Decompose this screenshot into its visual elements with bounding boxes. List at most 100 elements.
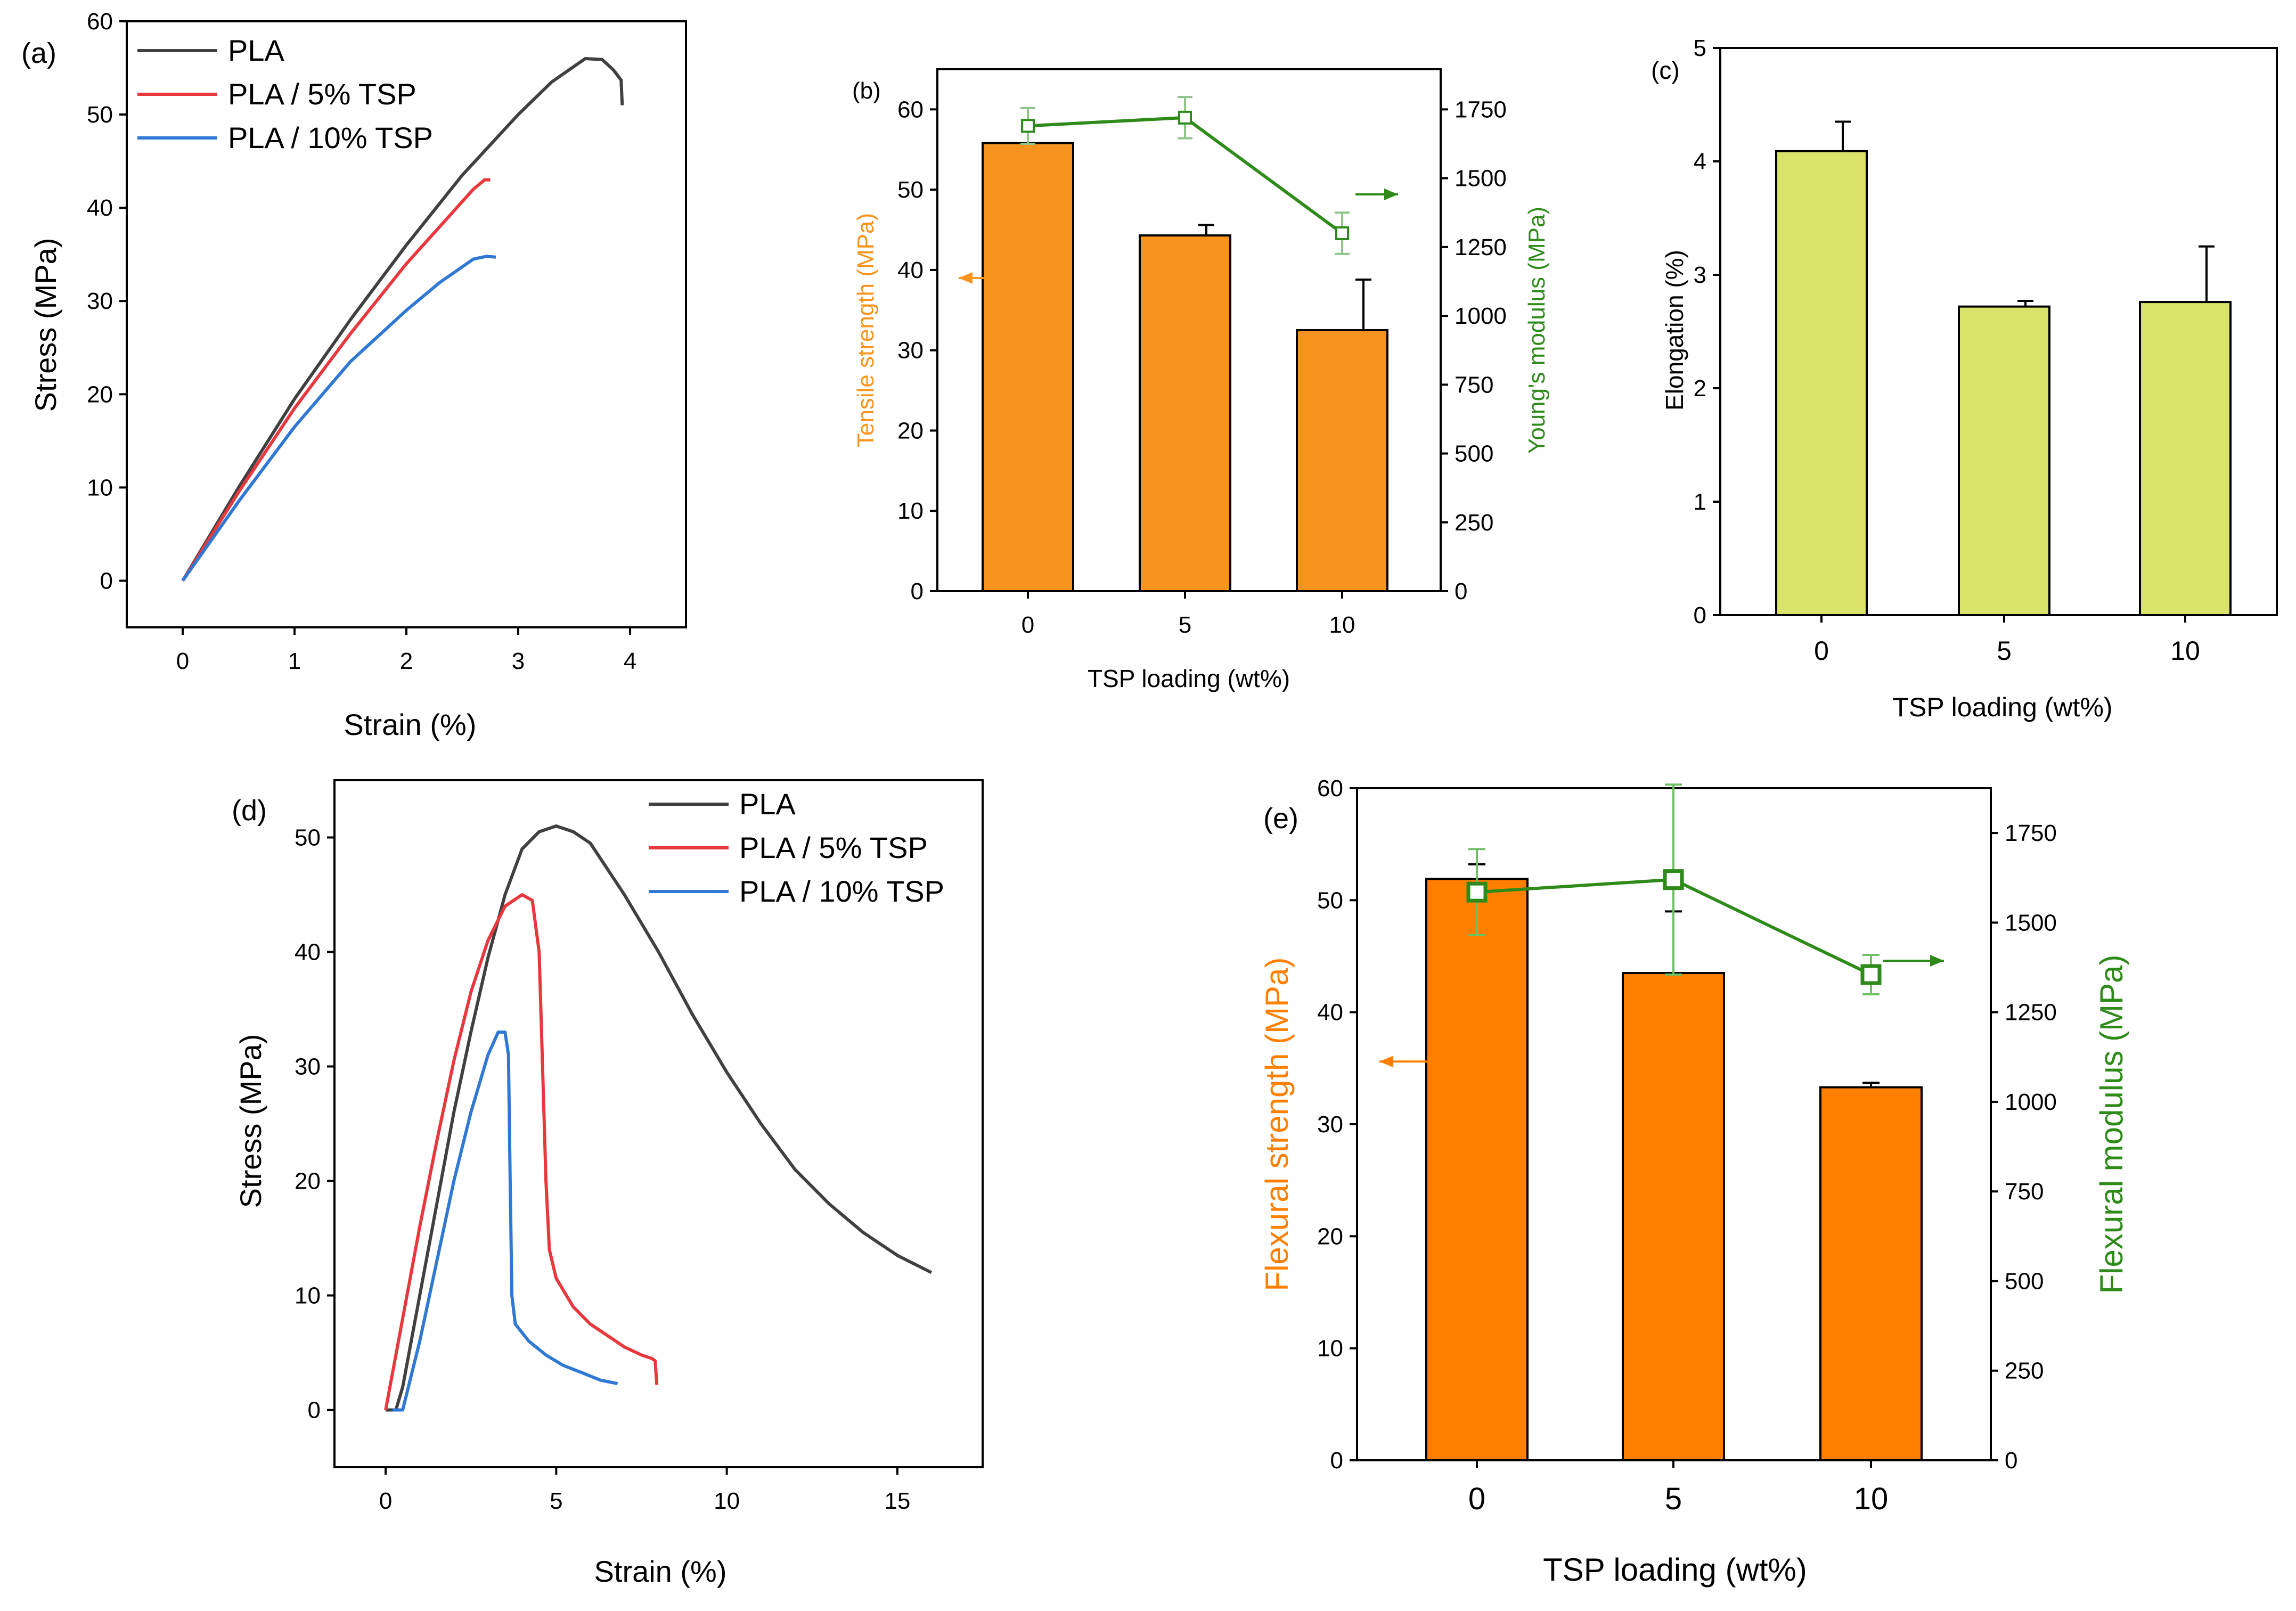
panel-a: 0 10 20 30 40 50 60 0 1 2 3 4 PLA PLA / 5% TSP PLA / 1… [21, 9, 687, 741]
y-tick-label: 30 [897, 338, 924, 364]
x-tick-label: 1 [288, 648, 301, 674]
y-tick-label: 60 [1317, 775, 1343, 802]
modulus-point [1335, 226, 1349, 240]
panel-label: (d) [232, 795, 267, 827]
y-tick-label: 20 [87, 381, 113, 407]
legend-label: PLA [739, 787, 796, 821]
panel-c: 0 1 2 3 4 5 0 5 10 Elongation (%) TSP loading (wt%… [1651, 35, 2278, 722]
y-axis-title: Elongation (%) [1661, 250, 1688, 411]
panel-d: 0 10 20 30 40 50 0 5 10 15 PLA PLA / 5% TSP PLA / 10… [232, 779, 984, 1588]
y-tick-label: 10 [295, 1283, 321, 1309]
y-tick-label: 40 [897, 257, 924, 283]
y-tick-label: 50 [295, 825, 321, 851]
legend-label: PLA [228, 34, 284, 67]
x-axis-title: TSP loading (wt%) [1543, 1552, 1807, 1588]
x-tick-label: 0 [176, 648, 189, 674]
arrow-left-head [959, 272, 973, 284]
y-tick-label: 30 [295, 1054, 321, 1080]
y-tick-label: 40 [87, 195, 113, 221]
y2-tick-label: 750 [2005, 1179, 2044, 1205]
y-tick-label: 40 [1317, 1000, 1343, 1026]
x-axis-title: Strain (%) [344, 708, 477, 741]
y2-tick-label: 0 [2005, 1448, 2017, 1474]
y-axis-title: Tensile strength (MPa) [853, 213, 879, 447]
series-line [181, 255, 496, 582]
modulus-point [1466, 881, 1488, 903]
y-tick-label: 30 [87, 288, 113, 314]
y-tick-label: 50 [897, 177, 924, 203]
y-tick-label: 10 [1317, 1336, 1343, 1362]
y2-tick-label: 250 [1455, 510, 1493, 536]
y2-tick-label: 500 [2005, 1268, 2044, 1294]
x-tick-label: 0 [379, 1488, 392, 1514]
bar [2139, 301, 2232, 616]
bar [1958, 305, 2050, 616]
modulus-point [1178, 110, 1192, 125]
legend-label: PLA / 10% TSP [739, 874, 944, 908]
x-tick-label: 0 [1814, 636, 1829, 666]
bar [1775, 150, 1868, 616]
x-tick-label: 2 [400, 648, 413, 674]
x-tick-label: 5 [550, 1488, 562, 1514]
y2-tick-label: 1750 [1455, 96, 1507, 122]
y-tick-label: 4 [1694, 149, 1706, 175]
arrow-right-head [1930, 955, 1944, 967]
x-axis-title: TSP loading (wt%) [1892, 692, 2112, 722]
x-tick-label: 10 [1329, 612, 1355, 638]
x-tick-label: 0 [1022, 612, 1034, 638]
y2-axis-title: Young's modulus (MPa) [1524, 207, 1550, 454]
y-tick-label: 0 [100, 568, 113, 594]
y-axis-title: Stress (MPa) [29, 238, 62, 412]
y2-tick-label: 750 [1455, 372, 1493, 398]
y-tick-label: 60 [897, 96, 924, 122]
bar [1296, 329, 1388, 592]
bar [1819, 1086, 1923, 1461]
y-tick-label: 1 [1694, 489, 1706, 515]
x-axis-title: Strain (%) [594, 1555, 727, 1588]
y-tick-label: 2 [1694, 375, 1706, 402]
series-line [386, 824, 933, 1412]
series-line [181, 57, 624, 582]
legend-label: PLA / 10% TSP [228, 121, 433, 154]
y2-tick-label: 1000 [1455, 303, 1507, 329]
x-tick-label: 10 [2170, 636, 2200, 666]
panel-label: (b) [852, 78, 881, 104]
y-tick-label: 40 [295, 939, 321, 966]
panel-label: (a) [21, 37, 56, 69]
series-line [392, 1031, 618, 1412]
modulus-point [1663, 869, 1684, 890]
bar [1622, 972, 1725, 1462]
y-tick-label: 0 [1330, 1448, 1343, 1474]
y2-axis-title: Flexural modulus (MPa) [2094, 955, 2129, 1294]
y-tick-label: 50 [1317, 887, 1343, 913]
panel-b: 0 10 20 30 40 50 60 0 250 500 750 1000 1250 1500 1750 0… [852, 68, 1550, 692]
modulus-point [1860, 964, 1882, 985]
arrow-right-head [1384, 189, 1398, 200]
y-tick-label: 3 [1694, 262, 1706, 288]
y2-tick-label: 1500 [1455, 166, 1507, 192]
modulus-point [1021, 119, 1035, 133]
y-tick-label: 0 [308, 1397, 321, 1424]
y2-tick-label: 1250 [1455, 234, 1507, 260]
legend-label: PLA / 5% TSP [228, 77, 416, 111]
x-tick-label: 3 [512, 648, 525, 674]
x-tick-label: 5 [1665, 1482, 1682, 1516]
y-tick-label: 0 [911, 578, 924, 604]
y-tick-label: 50 [87, 102, 113, 128]
legend-label: PLA / 5% TSP [739, 831, 928, 864]
y2-tick-label: 0 [1455, 578, 1467, 604]
panel-e: 0 10 20 30 40 50 60 0 250 500 750 1000 1250 1500 1750 0… [1259, 775, 2129, 1588]
x-tick-label: 0 [1468, 1482, 1485, 1516]
bar [982, 142, 1074, 592]
panel-label: (e) [1263, 803, 1298, 835]
y-tick-label: 5 [1694, 35, 1706, 61]
bar [1139, 234, 1231, 593]
series-line [384, 893, 659, 1411]
y-tick-label: 10 [87, 475, 113, 501]
y-tick-label: 0 [1694, 602, 1706, 628]
x-tick-label: 15 [884, 1488, 910, 1514]
series-line [181, 178, 491, 582]
x-tick-label: 5 [1179, 612, 1191, 638]
x-tick-label: 10 [714, 1488, 740, 1514]
